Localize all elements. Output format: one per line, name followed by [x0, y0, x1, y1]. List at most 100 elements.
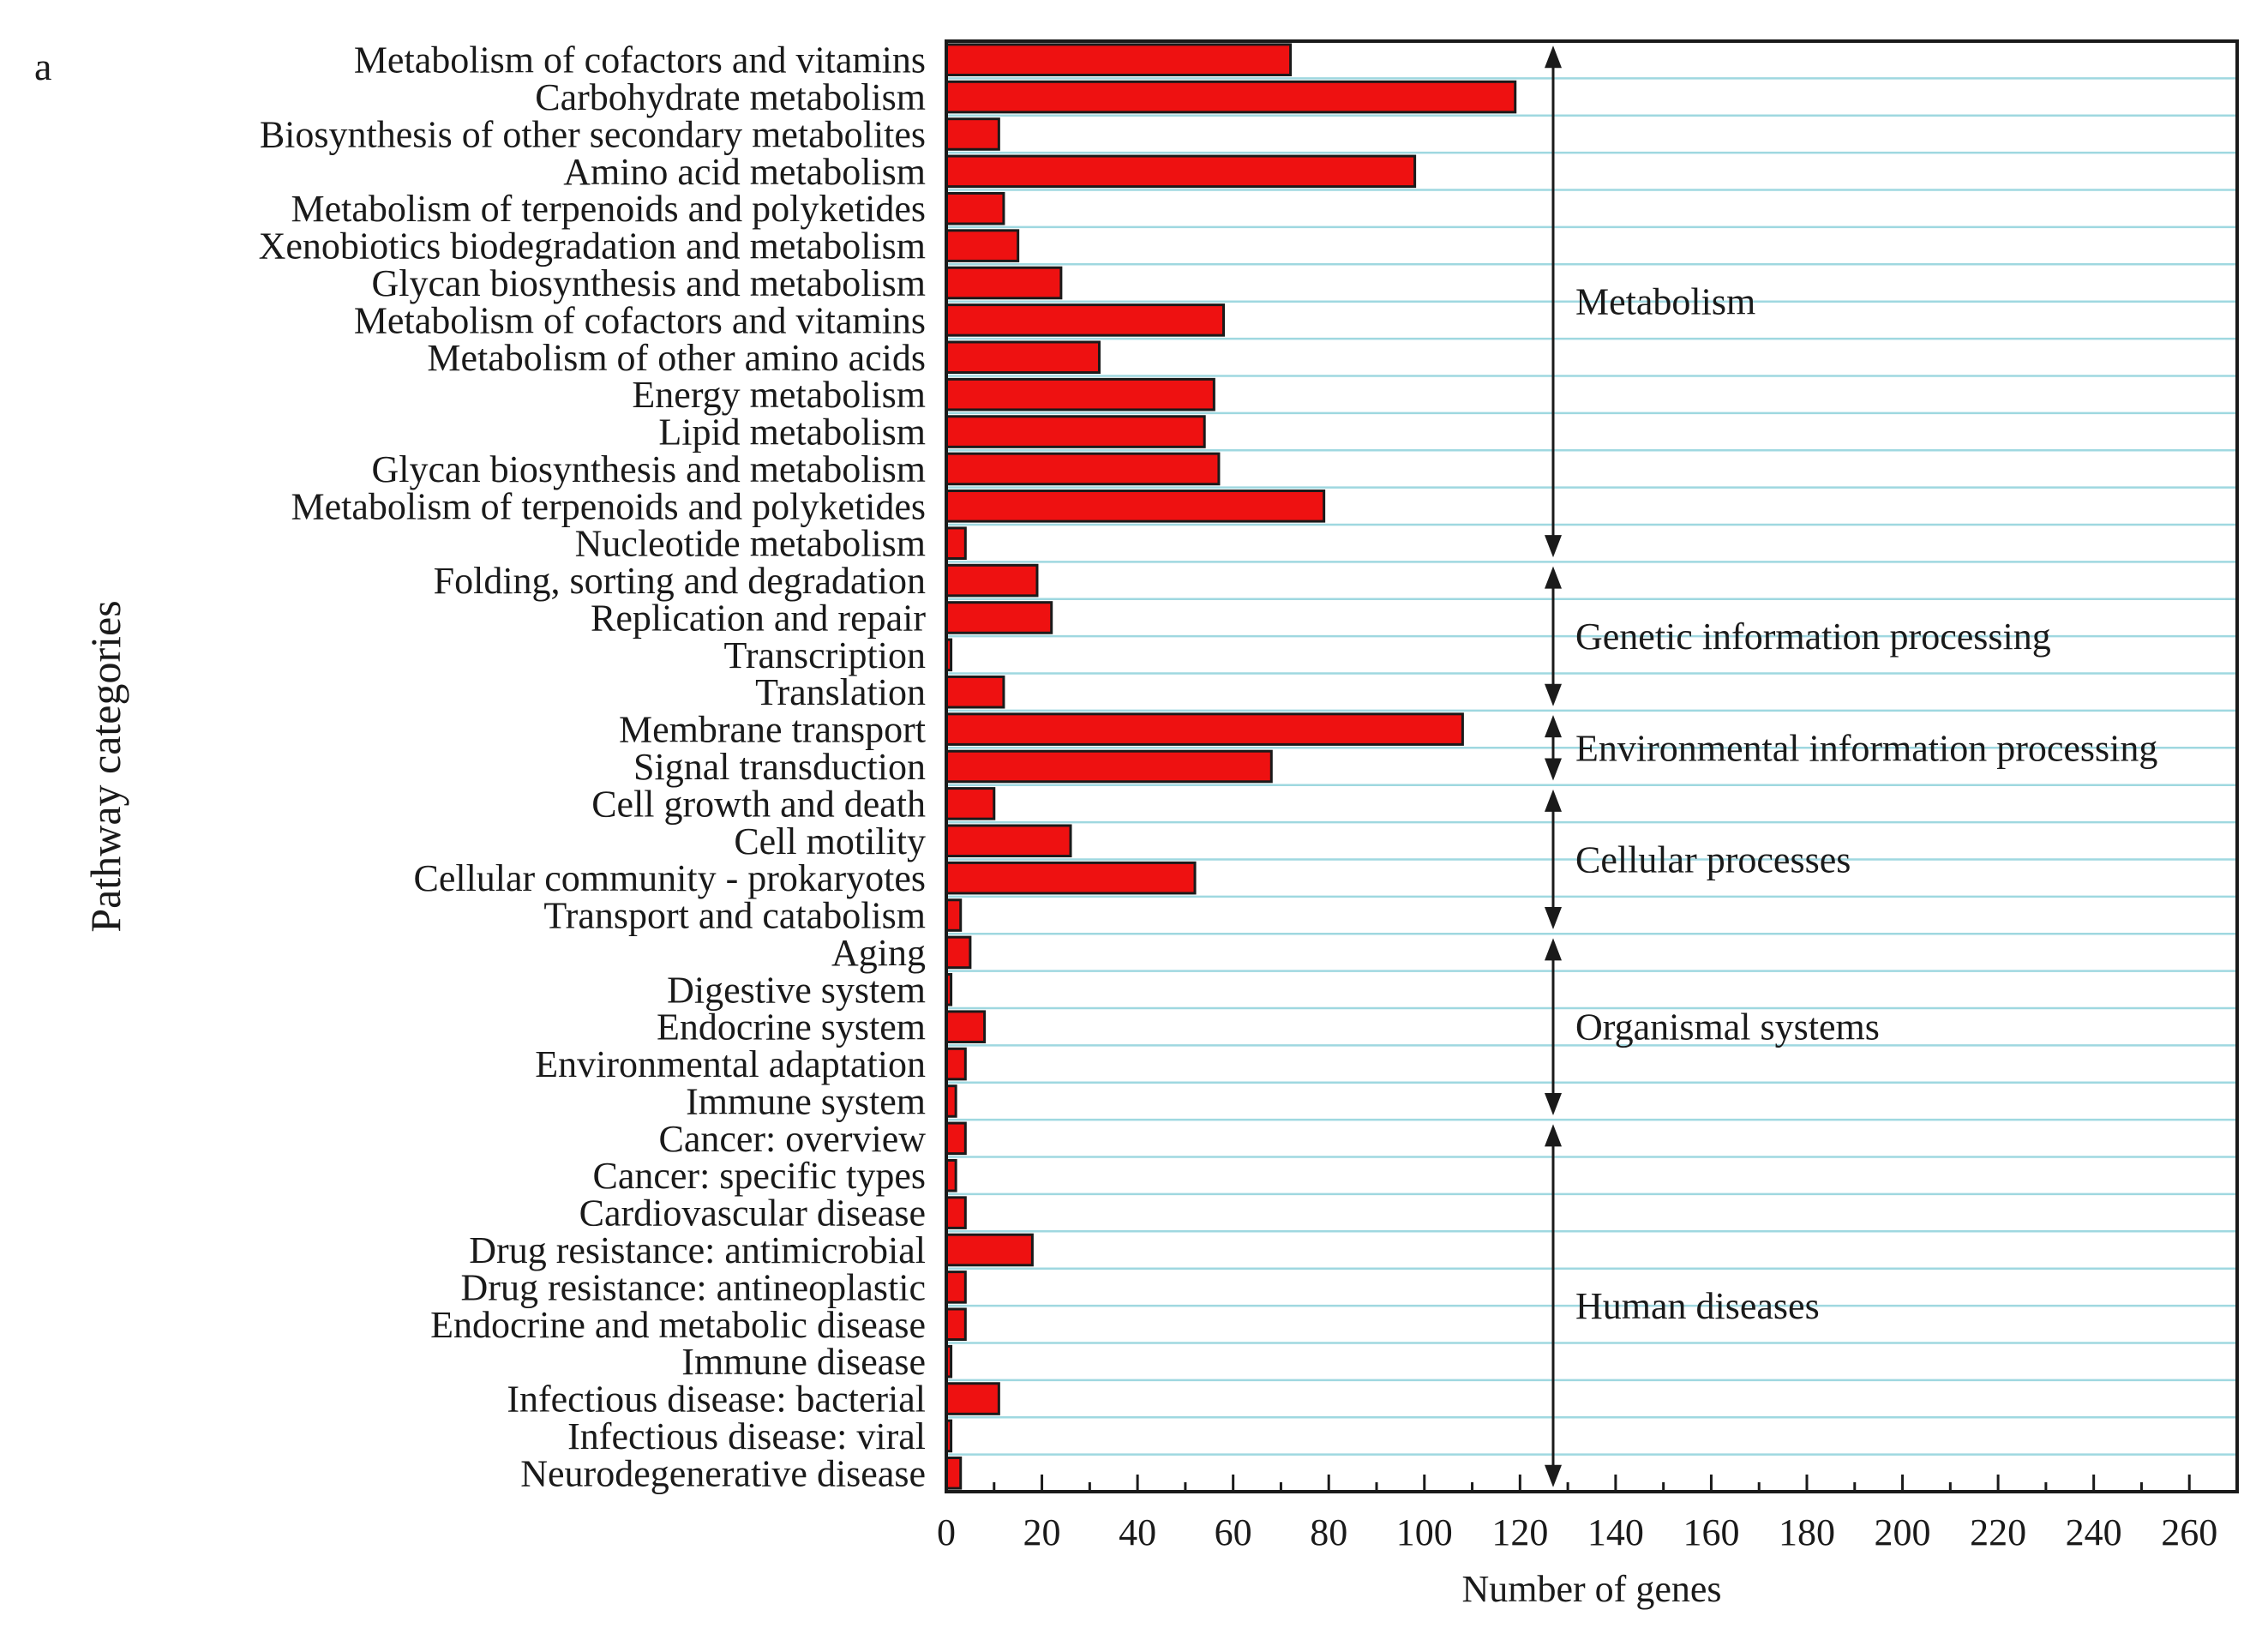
group-label: Environmental information processing [1575, 727, 2157, 769]
category-label: Cellular community - prokaryotes [413, 857, 926, 899]
category-label: Drug resistance: antineoplastic [461, 1266, 926, 1308]
x-tick-label: 240 [2066, 1511, 2122, 1553]
category-label: Endocrine system [657, 1006, 926, 1048]
bar [945, 154, 1417, 189]
category-label: Endocrine and metabolic disease [430, 1304, 926, 1346]
bar [945, 43, 1293, 76]
bar [945, 117, 1000, 151]
category-label: Translation [755, 671, 926, 713]
group-label: Metabolism [1575, 281, 1755, 323]
arrow-head [1545, 45, 1562, 69]
group-label: Organismal systems [1575, 1006, 1880, 1048]
arrow-head [1545, 1124, 1562, 1147]
category-label: Cancer: overview [658, 1118, 926, 1160]
bar [945, 340, 1101, 375]
x-tick-label: 0 [937, 1511, 956, 1553]
bar [945, 712, 1464, 746]
arrow-head [1545, 938, 1562, 961]
category-label: Membrane transport [619, 709, 926, 751]
x-axis: 0 20 40 60 80 100 120 140 160 180 200 220 240 260 [937, 1475, 2239, 1553]
category-label: Energy metabolism [632, 374, 926, 416]
grid-lines [946, 77, 2237, 1456]
category-label: Transport and catabolism [543, 895, 926, 937]
arrow-head [1545, 758, 1562, 781]
bars [945, 43, 1517, 1490]
category-label: Replication and repair [591, 597, 926, 639]
bar [945, 1307, 967, 1342]
bar [945, 191, 1005, 225]
bar [945, 1121, 967, 1156]
bar [945, 563, 1039, 598]
category-label: Signal transduction [633, 746, 926, 788]
category-label: Metabolism of terpenoids and polyketides [291, 188, 926, 230]
bar [945, 861, 1197, 895]
arrow-head [1545, 715, 1562, 738]
bar [945, 749, 1273, 784]
bar [945, 1233, 1034, 1267]
arrow-head [1545, 683, 1562, 706]
bar [945, 229, 1020, 262]
bar [945, 787, 996, 820]
category-label: Cell growth and death [591, 783, 926, 825]
x-tick-label: 100 [1396, 1511, 1453, 1553]
category-label: Metabolism of cofactors and vitamins [354, 39, 926, 81]
bar [945, 1047, 967, 1081]
category-label: Folding, sorting and degradation [434, 560, 926, 602]
x-tick-label: 120 [1491, 1511, 1548, 1553]
bar [945, 490, 1326, 523]
bar [945, 1457, 963, 1490]
bar [945, 898, 963, 932]
x-tick-label: 20 [1023, 1511, 1061, 1553]
x-tick-label: 180 [1779, 1511, 1835, 1553]
arrow-head [1545, 535, 1562, 558]
category-label: Xenobiotics biodegradation and metabolis… [259, 225, 926, 267]
arrow-head [1545, 789, 1562, 812]
category-label: Infectious disease: bacterial [507, 1379, 926, 1421]
plot-frame [945, 39, 2239, 1493]
bar [945, 80, 1517, 114]
bar [945, 824, 1072, 858]
arrow-head [1545, 1092, 1562, 1115]
category-label: Cardiovascular disease [579, 1192, 926, 1235]
category-label: Environmental adaptation [535, 1043, 926, 1085]
bar [945, 1271, 967, 1304]
x-axis-title: Number of genes [1461, 1568, 1721, 1610]
bar [945, 935, 972, 970]
group-label: Genetic information processing [1575, 616, 2051, 658]
category-labels: Metabolism of cofactors and vitaminsCarb… [259, 39, 927, 1495]
bar [945, 1382, 1000, 1415]
bar [945, 303, 1226, 337]
bar [945, 452, 1221, 486]
category-label: Nucleotide metabolism [575, 523, 926, 565]
x-tick-label: 140 [1587, 1511, 1644, 1553]
x-tick-label: 80 [1310, 1511, 1347, 1553]
category-label: Digestive system [667, 969, 926, 1011]
bar [945, 675, 1005, 709]
category-label: Drug resistance: antimicrobial [469, 1229, 926, 1271]
bar [945, 601, 1053, 634]
arrow-head [1545, 1464, 1562, 1487]
category-label: Lipid metabolism [658, 412, 926, 454]
y-axis-title: Pathway categories [81, 600, 129, 932]
bar [945, 1196, 967, 1229]
category-label: Immune disease [681, 1341, 926, 1383]
x-tick-label: 220 [1970, 1511, 2026, 1553]
x-tick-label: 60 [1215, 1511, 1252, 1553]
bar [945, 377, 1215, 412]
panel-letter: a [34, 45, 51, 88]
category-label: Glycan biosynthesis and metabolism [372, 262, 926, 304]
category-label: Metabolism of terpenoids and polyketides [291, 485, 926, 527]
category-label: Transcription [724, 634, 927, 676]
category-label: Metabolism of other amino acids [427, 337, 926, 379]
category-label: Metabolism of cofactors and vitamins [354, 299, 926, 341]
category-label: Glycan biosynthesis and metabolism [372, 448, 926, 490]
bar [945, 1010, 987, 1043]
bar [945, 415, 1206, 448]
category-label: Immune system [686, 1080, 926, 1122]
group-label: Cellular processes [1575, 838, 1851, 880]
x-tick-label: 40 [1119, 1511, 1156, 1553]
x-tick-label: 160 [1683, 1511, 1739, 1553]
category-label: Carbohydrate metabolism [535, 76, 926, 118]
category-label: Cancer: specific types [592, 1155, 926, 1197]
